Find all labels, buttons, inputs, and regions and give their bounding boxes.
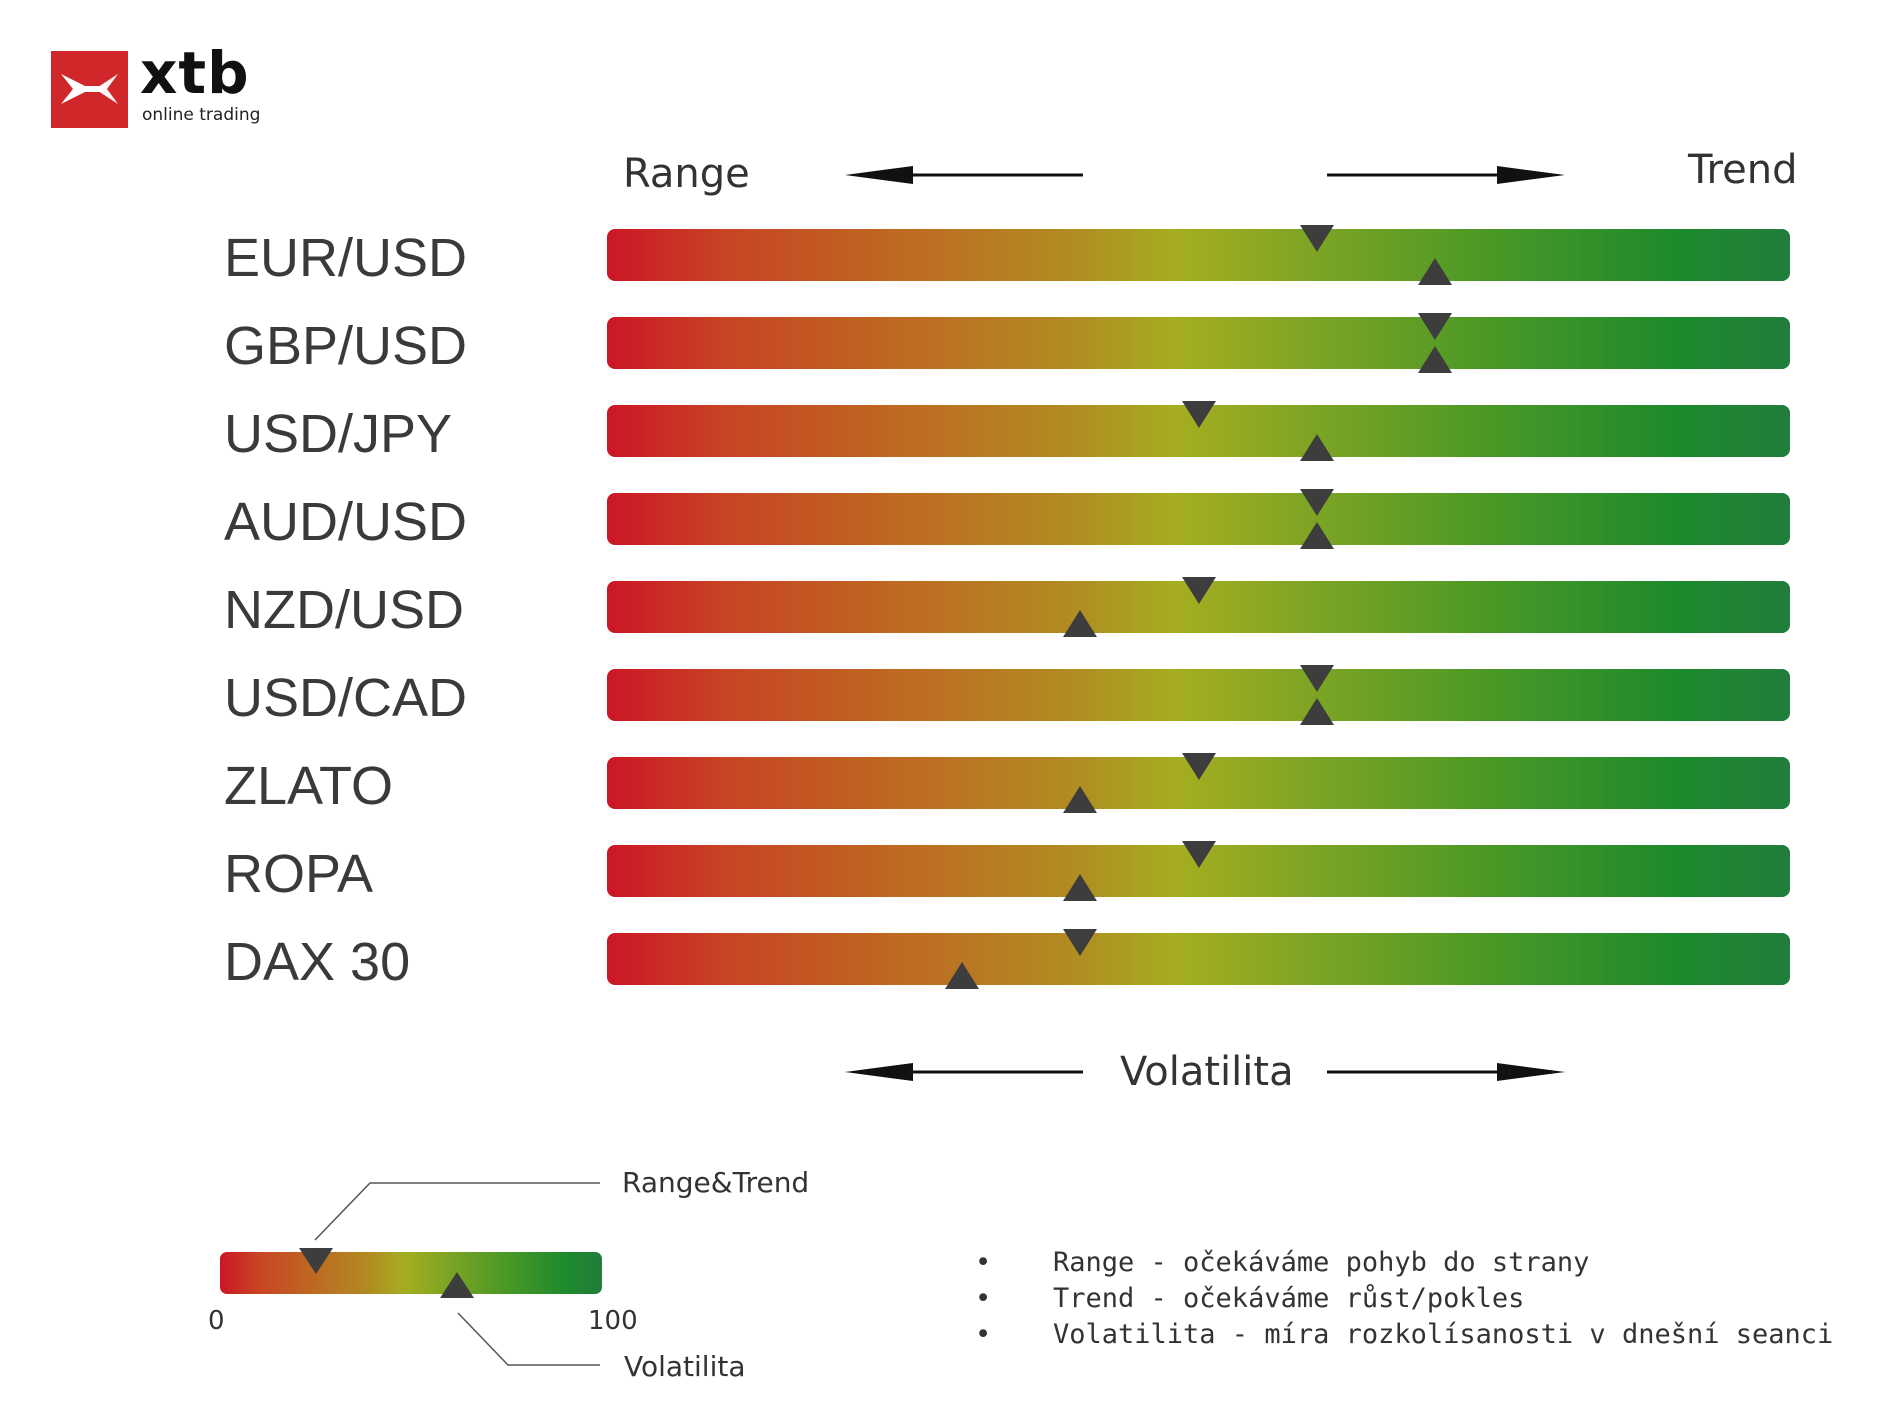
legend-bar [220, 1252, 602, 1294]
left-arrow-icon [845, 166, 1083, 184]
header-trend-label: Trend [1688, 147, 1798, 193]
volatility-marker [944, 962, 979, 989]
header-range-label: Range [623, 151, 750, 197]
instrument-label: ZLATO [224, 756, 394, 816]
instrument-label: DAX 30 [224, 932, 411, 992]
note-item-trend: • Trend - očekáváme růst/pokles [975, 1283, 1525, 1314]
range-trend-marker [1418, 313, 1453, 340]
brand-tagline: online trading [142, 105, 261, 125]
footer-right-arrow-icon [1327, 1063, 1565, 1081]
gradient-bar [607, 669, 1790, 721]
instrument-label: GBP/USD [224, 316, 468, 376]
gradient-bar [607, 493, 1790, 545]
instrument-label: USD/CAD [224, 668, 468, 728]
note-text: Trend - očekáváme růst/pokles [1053, 1283, 1525, 1314]
legend-range-trend-marker [298, 1248, 333, 1274]
xtb-logo-icon [51, 51, 128, 128]
right-arrow-icon [1327, 166, 1565, 184]
instrument-label: ROPA [224, 844, 374, 904]
range-trend-marker [1299, 665, 1334, 692]
note-item-range: • Range - očekáváme pohyb do strany [975, 1247, 1590, 1278]
gradient-bar [607, 317, 1790, 369]
volatility-marker [1063, 786, 1098, 813]
instrument-label: EUR/USD [224, 228, 468, 288]
range-trend-marker [1181, 401, 1216, 428]
volatility-marker [1063, 874, 1098, 901]
gradient-bar [607, 933, 1790, 985]
note-item-volatility: • Volatilita - míra rozkolísanosti v dneš… [975, 1319, 1834, 1350]
volatility-marker [1299, 698, 1334, 725]
volatility-marker [1418, 258, 1453, 285]
range-trend-marker [1181, 841, 1216, 868]
note-text: Volatilita - míra rozkolísanosti v dnešn… [1053, 1319, 1834, 1350]
gradient-bar [607, 229, 1790, 281]
range-trend-marker [1299, 225, 1334, 252]
instrument-label: NZD/USD [224, 580, 464, 640]
note-text: Range - očekáváme pohyb do strany [1053, 1247, 1590, 1278]
volatility-marker [1299, 434, 1334, 461]
brand-name: xtb [140, 39, 250, 107]
legend-max-label: 100 [588, 1306, 638, 1336]
volatility-marker [1063, 610, 1098, 637]
range-trend-marker [1063, 929, 1098, 956]
volatility-marker [1418, 346, 1453, 373]
range-trend-marker [1299, 489, 1334, 516]
range-trend-marker [1181, 577, 1216, 604]
legend-min-label: 0 [208, 1306, 225, 1336]
legend-volatility-label: Volatilita [624, 1350, 746, 1383]
range-trend-marker [1181, 753, 1216, 780]
legend-volatility-marker [439, 1272, 474, 1298]
instrument-label: USD/JPY [224, 404, 453, 464]
instrument-label: AUD/USD [224, 492, 468, 552]
volatility-marker [1299, 522, 1334, 549]
legend-range-trend-label: Range&Trend [622, 1166, 810, 1199]
footer-volatility-label: Volatilita [1120, 1049, 1294, 1095]
footer-left-arrow-icon [845, 1063, 1083, 1081]
